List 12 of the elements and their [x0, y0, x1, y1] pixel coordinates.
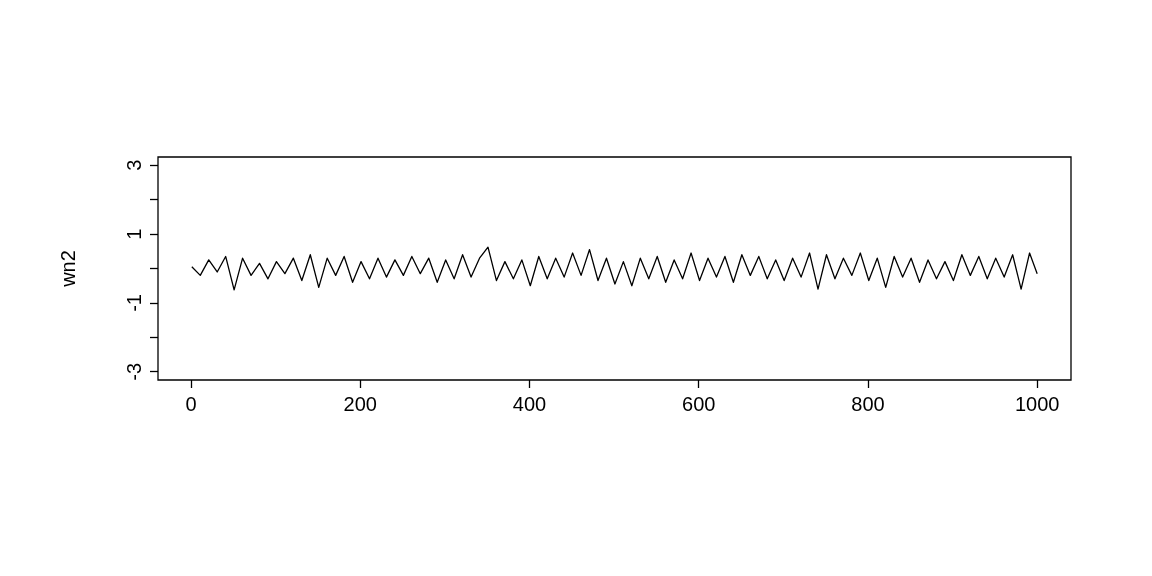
x-tick-label: 1000: [1014, 393, 1060, 415]
x-tick-label: 800: [851, 393, 885, 415]
y-tick-label: 1: [123, 228, 145, 240]
y-tick-label: 3: [123, 159, 145, 171]
x-tick-label: 0: [185, 393, 197, 415]
y-tick-label: -3: [123, 362, 145, 381]
y-tick-label: -1: [123, 294, 145, 312]
y-axis-title: wn2: [57, 250, 79, 288]
x-tick-label: 600: [682, 393, 716, 415]
x-tick-label: 400: [512, 393, 547, 415]
line-series: [191, 246, 1038, 291]
x-tick-label: 200: [343, 393, 377, 415]
